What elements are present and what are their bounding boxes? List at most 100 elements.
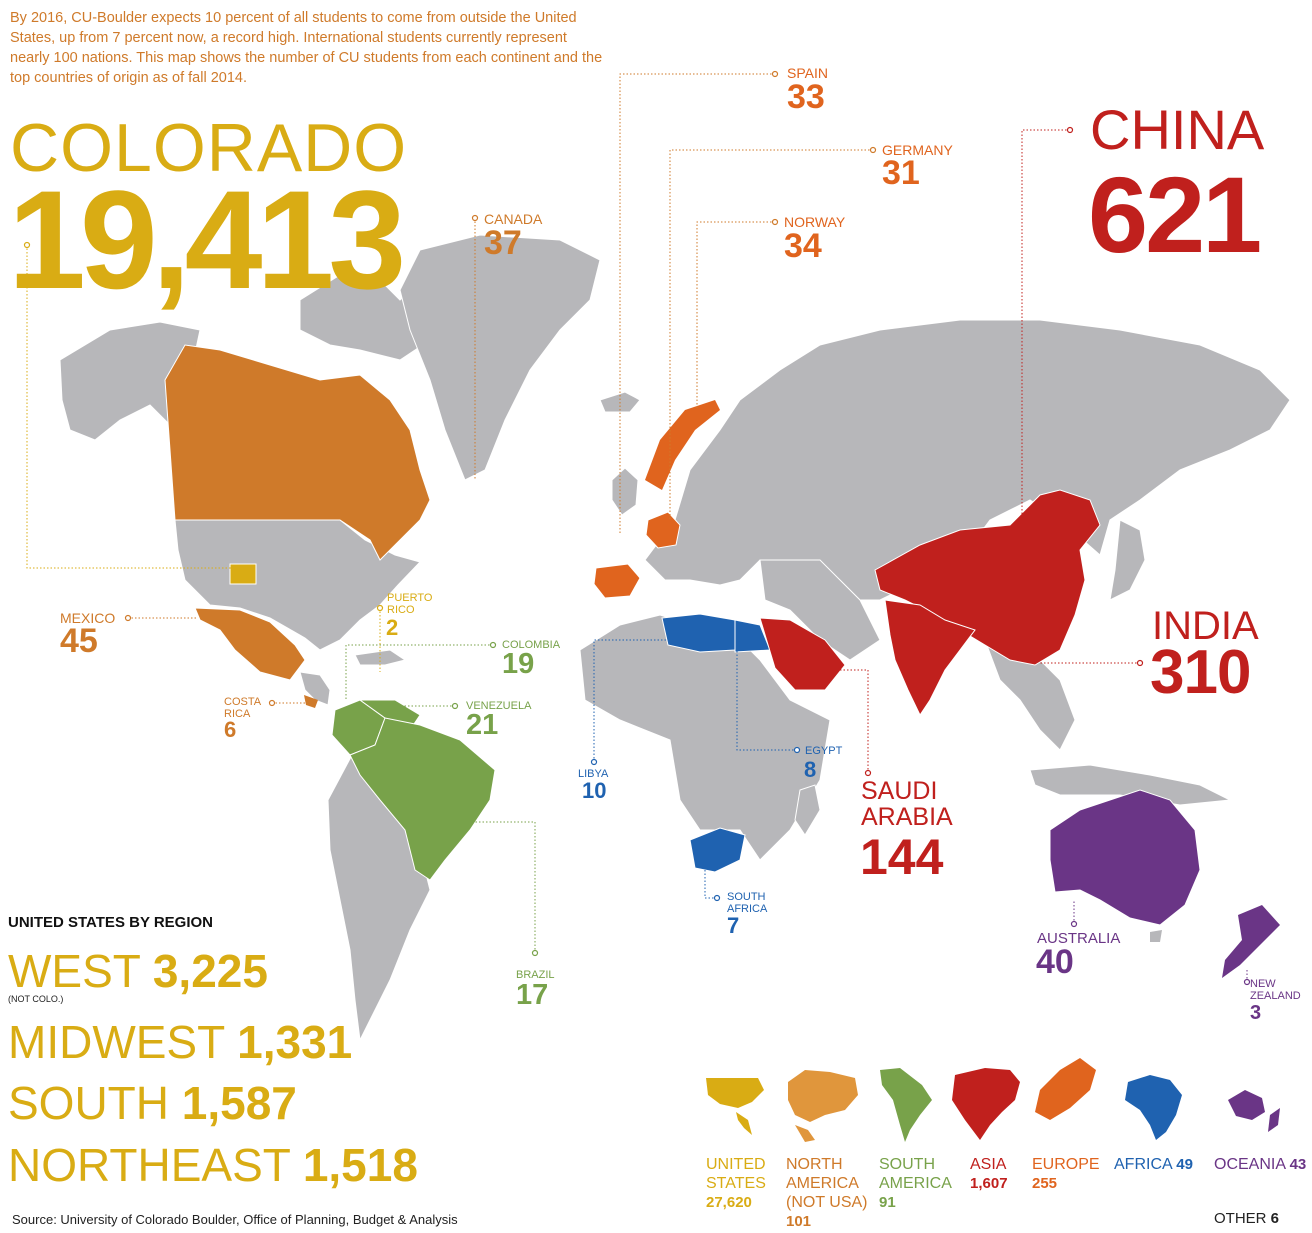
legend-south-america-line1: SOUTH — [879, 1156, 935, 1173]
saudi-arabia-shape — [759, 617, 846, 691]
india-shape — [884, 599, 976, 717]
costa-rica-label-line1: COSTA — [224, 696, 262, 708]
brazil-shape — [349, 717, 496, 881]
europe-legend-icon — [1035, 1058, 1096, 1120]
norway-value: 34 — [784, 227, 822, 265]
legend-north-america: NORTH AMERICA (NOT USA) 101 — [786, 1155, 872, 1231]
australia-label: AUSTRALIA — [1037, 930, 1121, 947]
venezuela-value: 21 — [466, 709, 499, 741]
legend-united-states-line1: UNITED — [706, 1156, 766, 1173]
uk-shape — [611, 467, 639, 516]
north-america-legend-icon — [788, 1070, 858, 1122]
legend-asia: ASIA 1,607 — [970, 1155, 1030, 1193]
china-label: CHINA — [1090, 98, 1265, 161]
new-zealand-value: 3 — [1250, 1002, 1262, 1024]
norway-label: NORWAY — [784, 214, 846, 230]
legend-united-states-value: 27,620 — [706, 1194, 752, 1211]
region-south-value: 1,587 — [181, 1077, 297, 1129]
south-africa-value: 7 — [727, 913, 740, 938]
japan-shape — [1109, 519, 1146, 601]
intro-paragraph: By 2016, CU-Boulder expects 10 percent o… — [10, 10, 603, 86]
colorado-value: 19,413 — [8, 161, 406, 318]
colorado-shape — [229, 563, 257, 585]
saudi-arabia-value: 144 — [860, 829, 944, 885]
region-west-note: (NOT COLO.) — [8, 994, 64, 1004]
south-africa-label-line1: SOUTH — [727, 891, 766, 903]
region-west-value: 3,225 — [152, 945, 268, 997]
legend-oceania-value: 43 — [1289, 1156, 1307, 1173]
new-zealand-shape — [1222, 905, 1280, 978]
canada-value: 37 — [484, 224, 522, 262]
madagascar-shape — [794, 784, 821, 836]
region-midwest-name: MIDWEST — [8, 1016, 225, 1068]
libya-label: LIBYA — [578, 768, 609, 780]
leader-lines — [26, 73, 1248, 982]
colorado-label: COLORADO — [10, 110, 408, 186]
germany-value: 31 — [882, 154, 920, 192]
south-america-legend-icon — [880, 1068, 932, 1142]
new-zealand-label-line2: ZEALAND — [1250, 990, 1301, 1002]
continent-legend-icons — [706, 1058, 1280, 1142]
mexico-value: 45 — [60, 622, 98, 660]
legend-north-america-line3: (NOT USA) — [786, 1194, 868, 1211]
region-south-name: SOUTH — [8, 1077, 169, 1129]
region-west-name: WEST — [8, 945, 141, 997]
legend-europe: EUROPE 255 — [1032, 1155, 1112, 1193]
region-south: SOUTH 1,587 — [8, 1077, 297, 1129]
oceania-legend-icon — [1228, 1090, 1265, 1120]
legend-oceania-line1: OCEANIA — [1214, 1156, 1286, 1173]
legend-north-america-value: 101 — [786, 1213, 812, 1230]
legend-south-america-value: 91 — [879, 1194, 896, 1211]
other-label: OTHER — [1214, 1210, 1267, 1227]
norway-shape — [645, 400, 720, 490]
costa-rica-shape — [304, 695, 318, 708]
legend-europe-value: 255 — [1032, 1175, 1058, 1192]
legend-asia-value: 1,607 — [970, 1175, 1008, 1192]
other-count: OTHER 6 — [1214, 1210, 1279, 1227]
region-midwest: MIDWEST 1,331 — [8, 1016, 352, 1068]
egypt-value: 8 — [804, 757, 817, 782]
new-zealand-label-line1: NEW — [1250, 978, 1276, 990]
us-regions-title: UNITED STATES BY REGION — [8, 914, 214, 931]
libya-shape — [661, 613, 736, 653]
oceania-legend-nz-icon — [1268, 1108, 1280, 1132]
legend-south-america-line2: AMERICA — [879, 1175, 952, 1192]
asia-legend-icon — [952, 1068, 1020, 1140]
region-west: WEST 3,225 — [8, 945, 268, 997]
legend-africa: AFRICA 49 — [1114, 1155, 1193, 1174]
legend-africa-value: 49 — [1176, 1156, 1193, 1173]
south-africa-label-line2: AFRICA — [727, 903, 768, 915]
other-value: 6 — [1270, 1210, 1280, 1227]
region-northeast-name: NORTHEAST — [8, 1139, 291, 1191]
puerto-rico-value: 2 — [386, 615, 399, 640]
middle-east-shape — [759, 559, 881, 661]
legend-united-states-line2: STATES — [706, 1175, 766, 1192]
legend-north-america-line1: NORTH — [786, 1156, 843, 1173]
africa-legend-icon — [1125, 1075, 1182, 1140]
greenland-shape — [399, 234, 601, 481]
puerto-rico-label-line1: PUERTO — [387, 592, 433, 604]
venezuela-label: VENEZUELA — [466, 700, 532, 712]
egypt-label: EGYPT — [805, 745, 843, 757]
north-america-legend-mexico-icon — [795, 1125, 815, 1142]
spain-label: SPAIN — [787, 65, 828, 81]
spain-value: 33 — [787, 78, 825, 116]
spain-shape — [593, 563, 641, 599]
region-midwest-value: 1,331 — [237, 1016, 353, 1068]
south-africa-shape — [689, 827, 746, 873]
central-america-shape — [299, 671, 331, 706]
leader-dots — [23, 70, 1251, 986]
saudi-arabia-label-line1: SAUDI — [861, 777, 938, 805]
brazil-label: BRAZIL — [516, 969, 555, 981]
source-note: Source: University of Colorado Boulder, … — [12, 1212, 458, 1227]
legend-oceania: OCEANIA 43 — [1214, 1155, 1306, 1174]
indonesia-shape — [1029, 764, 1232, 806]
mexico-shape — [194, 607, 306, 681]
costa-rica-value: 6 — [224, 717, 237, 742]
legend-europe-line1: EUROPE — [1032, 1156, 1100, 1173]
region-northeast-value: 1,518 — [302, 1139, 418, 1191]
puerto-rico-label-line2: RICO — [387, 604, 415, 616]
saudi-arabia-label-line2: ARABIA — [861, 803, 953, 831]
